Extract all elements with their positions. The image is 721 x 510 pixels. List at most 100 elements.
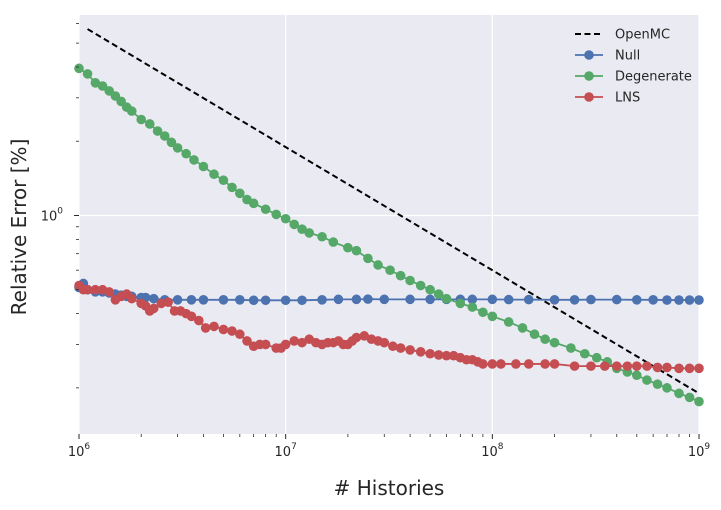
data-point — [148, 303, 159, 314]
data-point — [549, 295, 560, 305]
data-point — [433, 289, 444, 299]
data-point — [529, 329, 540, 340]
series-lns — [74, 280, 704, 374]
data-point — [395, 343, 406, 353]
legend: OpenMC Null Degenerate LNS — [575, 28, 692, 106]
data-point — [425, 348, 435, 359]
data-point — [441, 350, 452, 361]
data-point — [126, 293, 137, 304]
data-point — [467, 302, 478, 312]
data-point — [694, 396, 704, 407]
data-point — [159, 131, 170, 141]
data-point — [218, 324, 229, 335]
data-point — [317, 295, 327, 305]
data-point — [209, 169, 219, 180]
data-point — [235, 295, 245, 305]
data-point — [82, 284, 93, 295]
data-point — [359, 331, 370, 341]
data-point — [569, 295, 580, 305]
data-point — [235, 329, 245, 340]
data-point — [425, 284, 435, 295]
data-point — [674, 388, 684, 399]
data-point — [684, 363, 695, 374]
x-tick-label: 107 — [275, 442, 297, 460]
data-point — [82, 69, 93, 79]
data-point — [684, 295, 695, 305]
data-point — [297, 295, 307, 306]
data-point — [684, 392, 695, 403]
data-point — [694, 295, 704, 305]
legend-item-degenerate: Degenerate — [575, 70, 692, 85]
data-point — [126, 106, 137, 116]
data-point — [511, 359, 521, 369]
data-point — [280, 339, 291, 350]
x-tick-label: 108 — [481, 442, 504, 460]
data-point — [166, 137, 177, 148]
data-point — [455, 298, 466, 309]
data-point — [172, 295, 183, 305]
data-point — [415, 347, 426, 357]
data-point — [517, 323, 528, 333]
data-point — [388, 341, 398, 352]
data-point — [194, 315, 204, 326]
data-point — [373, 260, 383, 270]
data-point — [333, 294, 344, 305]
data-point — [642, 375, 652, 385]
legend-label: LNS — [615, 91, 640, 106]
data-point — [385, 265, 395, 275]
data-point — [405, 345, 415, 355]
data-point — [652, 379, 663, 389]
data-point — [90, 78, 101, 88]
y-axis-label: Relative Error [%] — [7, 139, 31, 316]
data-point — [351, 245, 362, 256]
data-point — [227, 182, 237, 193]
data-point — [642, 361, 652, 371]
data-point — [104, 287, 114, 297]
data-point — [363, 253, 373, 264]
y-tick-label: 100 — [41, 206, 64, 224]
data-point — [662, 362, 672, 373]
data-point — [395, 270, 406, 281]
data-point — [181, 148, 191, 159]
data-point — [198, 161, 209, 172]
data-point — [280, 213, 291, 224]
data-point — [304, 228, 315, 238]
data-point — [280, 295, 291, 306]
series-degenerate — [74, 63, 704, 407]
series-openmc — [87, 28, 700, 395]
data-point — [209, 321, 219, 332]
data-point — [152, 126, 163, 136]
legend-label: Degenerate — [615, 70, 692, 85]
data-point — [540, 334, 550, 345]
data-point — [467, 294, 478, 305]
data-point — [503, 294, 514, 305]
data-point — [478, 307, 488, 318]
data-point — [579, 348, 590, 359]
data-point — [218, 175, 229, 186]
data-point — [97, 81, 108, 91]
data-point — [351, 332, 362, 343]
x-axis-ticks: 106 107 108 109 — [68, 434, 710, 460]
data-point — [148, 293, 159, 304]
data-point — [694, 363, 704, 374]
x-axis-label: # Histories — [334, 476, 445, 500]
data-point — [186, 295, 197, 305]
data-point — [622, 361, 633, 371]
data-point — [631, 361, 642, 371]
data-point — [297, 224, 307, 234]
data-point — [415, 280, 426, 291]
data-point — [425, 294, 435, 305]
data-point — [242, 336, 252, 346]
data-point — [648, 295, 658, 305]
data-point — [599, 361, 610, 371]
legend-marker — [584, 50, 594, 60]
data-point — [363, 294, 373, 304]
data-point — [611, 294, 622, 305]
legend-label: OpenMC — [615, 28, 670, 43]
data-point — [289, 219, 300, 230]
data-point — [260, 339, 271, 350]
data-point — [343, 242, 353, 253]
data-point — [586, 294, 596, 305]
data-point — [549, 337, 560, 348]
data-point — [227, 326, 237, 336]
